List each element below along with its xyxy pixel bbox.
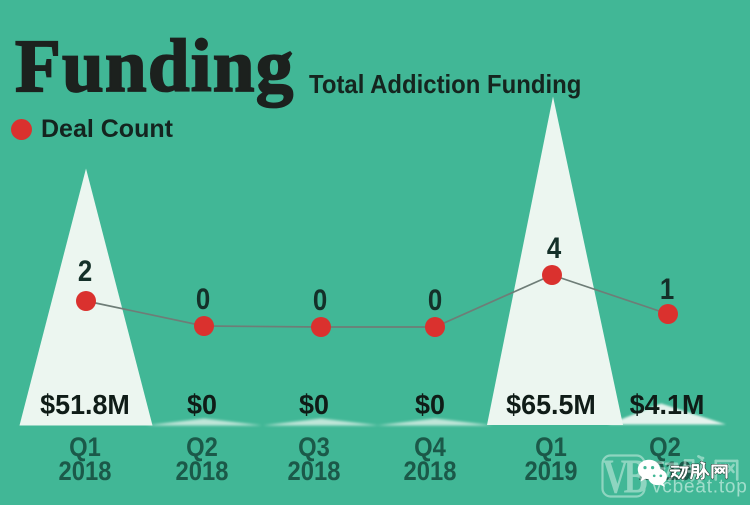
- svg-text:VB: VB: [603, 450, 648, 503]
- svg-text:vcbeat.top: vcbeat.top: [652, 477, 748, 498]
